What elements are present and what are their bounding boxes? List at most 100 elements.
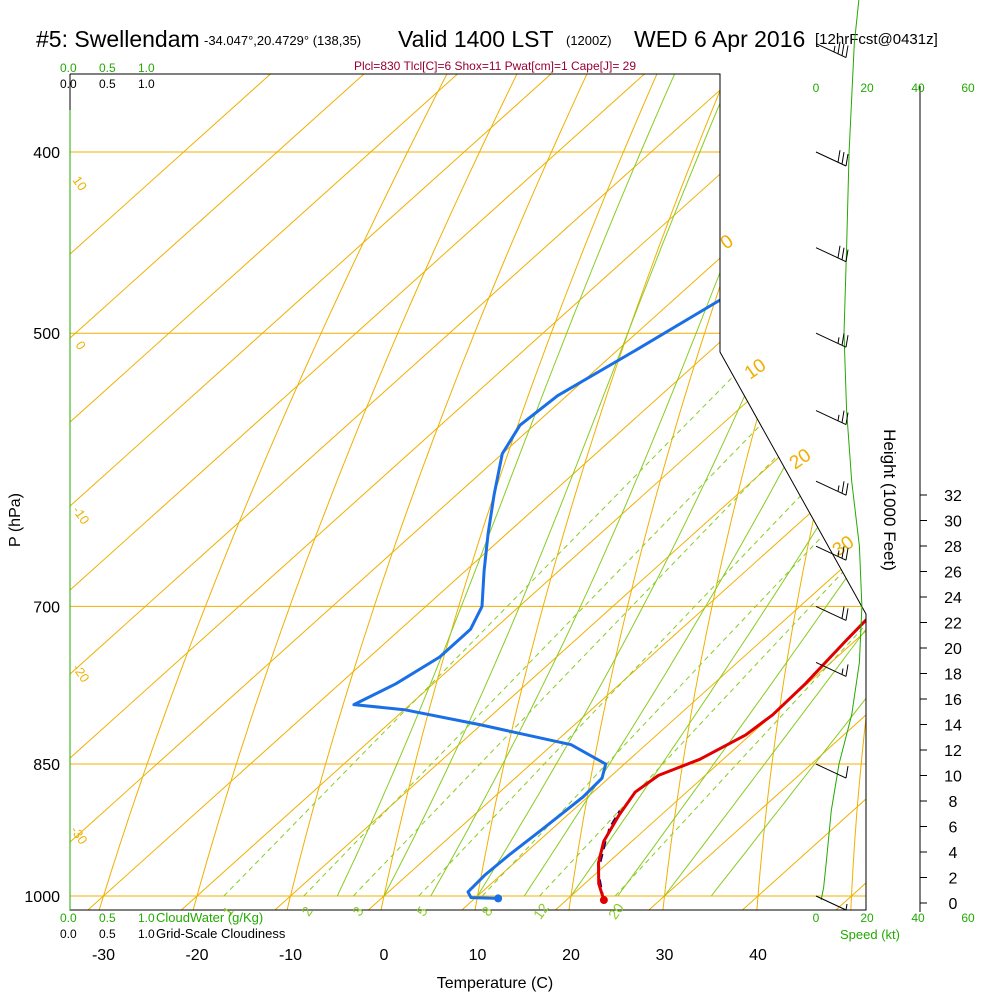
wind-barb-flag (845, 765, 849, 779)
temperature-line (597, 74, 866, 901)
cloud-water-top-label: 0.5 (99, 61, 116, 75)
cloudiness-bottom-label: 0.5 (99, 927, 116, 941)
wind-barb-flag (845, 608, 849, 621)
isotherm-line (70, 74, 866, 910)
wind-barb-flag (837, 41, 841, 54)
mixing-ratio-line (539, 151, 866, 897)
isotherm-label: -20 (70, 661, 93, 685)
cloudiness-top-label: 1.0 (138, 77, 155, 91)
wind-barb-staff (815, 410, 847, 426)
mixing-ratio-line (418, 151, 866, 897)
y-axis-label: P (hPa) (7, 493, 24, 547)
isotherm-line (552, 74, 866, 910)
cloudiness-bottom-label: 0.0 (60, 927, 77, 941)
dry-adiabat (98, 74, 632, 910)
isotherm-label: 0 (73, 338, 89, 353)
height-tick-label: 22 (944, 616, 962, 633)
wind-speed-bottom-label: 60 (961, 911, 975, 925)
wind-barb-staff (815, 895, 847, 911)
wind-barb-half (837, 485, 840, 492)
wind-barb-flag (841, 481, 845, 494)
wind-barb-half (845, 903, 848, 911)
pressure-tick-label: 700 (33, 599, 60, 616)
height-tick-label: 20 (944, 641, 962, 658)
isotherm-line (70, 74, 866, 910)
forecast-info: [12hrFcst@0431z] (815, 31, 938, 48)
wind-barb (815, 245, 849, 263)
valid-date: WED 6 Apr 2016 (634, 26, 806, 52)
dry-adiabat (192, 74, 695, 910)
isotherm-line (646, 74, 866, 910)
wind-barb (815, 41, 849, 59)
height-tick-label: 8 (949, 794, 958, 811)
wind-barb-flag (845, 153, 849, 167)
cloudiness-label: Grid-Scale Cloudiness (156, 926, 286, 941)
wind-barb-half (841, 668, 844, 675)
wind-barb-staff (815, 661, 847, 677)
height-tick-label: 6 (949, 820, 958, 837)
wind-barb (815, 763, 849, 779)
wind-barb (815, 332, 849, 348)
cloud-water-bottom-label: 0.5 (99, 911, 116, 925)
wind-speed-bottom-label: 40 (911, 911, 925, 925)
stability-indices: Plcl=830 Tlcl[C]=6 Shox=11 Pwat[cm]=1 Ca… (354, 59, 636, 73)
moist-adiabat (383, 74, 866, 897)
height-tick-label: 0 (949, 896, 958, 913)
wind-speed-top-label: 20 (860, 81, 874, 95)
station-coords: -34.047°,20.4729° (138,35) (204, 33, 362, 48)
temperature-tick-label: 10 (469, 947, 487, 964)
wind-speed-top-label: 60 (961, 81, 975, 95)
wind-barb-staff (815, 151, 847, 167)
wind-barb (815, 661, 849, 677)
isotherm-label: 10 (741, 355, 770, 384)
wind-barb (815, 605, 849, 621)
moist-adiabat (710, 74, 866, 897)
wind-speed-top-label: 0 (813, 81, 820, 95)
moist-adiabat (664, 74, 866, 897)
height-tick-label: 14 (944, 718, 962, 735)
wind-barb-flag (841, 43, 845, 56)
cloudiness-bottom-label: 1.0 (138, 927, 155, 941)
station-name: #5: Swellendam (36, 26, 200, 52)
isotherm-line (70, 74, 833, 910)
isotherm-line (365, 74, 866, 910)
temperature-tick-label: -20 (185, 947, 208, 964)
wind-speed-bottom-label: 20 (860, 911, 874, 925)
wind-barb-half (837, 414, 840, 421)
wind-barb-half (833, 45, 836, 52)
isotherm-label: 10 (70, 173, 91, 193)
moist-adiabat (477, 74, 866, 897)
cloud-water-top-label: 0.0 (60, 61, 77, 75)
dry-adiabat (850, 74, 866, 910)
cloud-water-bottom-label: 1.0 (138, 911, 155, 925)
pressure-tick-label: 500 (33, 326, 60, 343)
moist-adiabat (523, 74, 866, 897)
wind-barb-flag (845, 548, 849, 561)
wind-barb (815, 480, 849, 496)
wind-barb-flag (841, 247, 845, 260)
isotherm-label: 20 (786, 445, 815, 474)
isotherm-line (70, 74, 866, 910)
mixing-ratio-label: 20 (605, 900, 627, 922)
height-tick-label: 30 (944, 514, 962, 531)
isotherm-line (85, 74, 866, 910)
wind-speed-top-label: 40 (911, 81, 925, 95)
temperature-tick-label: 0 (380, 947, 389, 964)
isotherm-line (70, 74, 866, 910)
y2-axis-label: Height (1000 Feet) (880, 429, 899, 571)
wind-barb-staff (815, 545, 847, 561)
cloudiness-top-label: 0.0 (60, 77, 77, 91)
cloud-water-top-label: 1.0 (138, 61, 155, 75)
wind-barb-staff (815, 480, 847, 496)
wind-barb-staff (815, 247, 847, 263)
surface-dewpoint-dot (494, 894, 503, 903)
temperature-tick-label: 30 (656, 947, 674, 964)
pressure-tick-label: 400 (33, 145, 60, 162)
valid-time: Valid 1400 LST (398, 26, 554, 52)
mixing-ratio-label: 8 (478, 903, 496, 919)
wind-barb (815, 150, 849, 167)
wind-barb-flag (845, 483, 849, 496)
surface-temperature-dot (599, 896, 608, 905)
zulu-time: (1200Z) (566, 33, 612, 48)
